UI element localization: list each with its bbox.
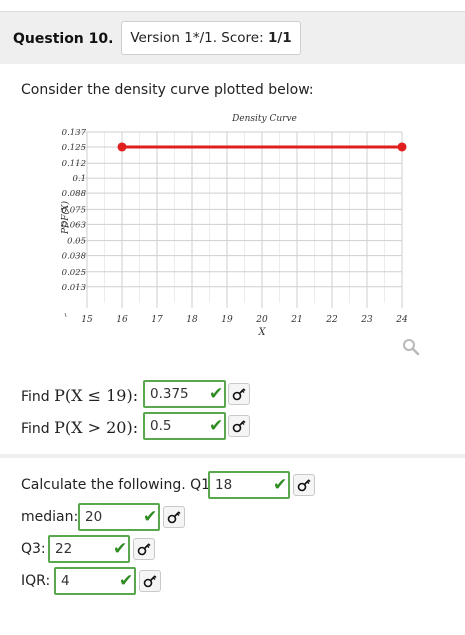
key-icon[interactable] bbox=[139, 570, 161, 592]
answer-input-prob-le-19[interactable]: 0.375 bbox=[143, 380, 226, 408]
answer-input-q3[interactable]: 22 bbox=[48, 535, 130, 563]
check-icon: ✔ bbox=[143, 507, 158, 527]
x-tick-label: 18 bbox=[186, 315, 198, 325]
y-tick-label: 0.137 bbox=[62, 128, 87, 138]
section-divider bbox=[0, 454, 465, 458]
check-icon: ✔ bbox=[113, 539, 128, 559]
x-tick-label: 20 bbox=[255, 315, 268, 325]
density-endpoint-right bbox=[397, 142, 407, 152]
key-icon[interactable] bbox=[228, 415, 250, 437]
x-tick-label: 19 bbox=[221, 315, 233, 325]
check-icon: ✔ bbox=[209, 384, 224, 404]
q3-label: Q3: bbox=[21, 541, 46, 557]
y-tick-label: 0.05 bbox=[67, 237, 86, 247]
key-icon[interactable] bbox=[133, 538, 155, 560]
density-chart: 15 16 17 18 19 20 21 22 23 24 0.137 0.125 0.112 0.1 0.… bbox=[60, 114, 408, 338]
answer-input-iqr[interactable]: 4 bbox=[54, 567, 136, 595]
x-tick-label: 23 bbox=[360, 315, 373, 325]
find-prob-le-19: Find P(X ≤ 19): bbox=[21, 386, 139, 405]
density-endpoint-left bbox=[117, 142, 127, 152]
key-icon[interactable] bbox=[293, 474, 315, 496]
x-tick-label: 22 bbox=[325, 315, 338, 325]
key-icon[interactable] bbox=[163, 506, 185, 528]
y-tick-label: 0.125 bbox=[62, 143, 86, 153]
y-tick-label: 0.112 bbox=[62, 159, 86, 169]
x-axis-label: X bbox=[257, 327, 266, 338]
median-label: median: bbox=[21, 509, 79, 525]
x-tick-label: 24 bbox=[395, 315, 408, 325]
math-prob-le-19: P(X ≤ 19): bbox=[54, 386, 139, 405]
y-tick-label: 0.013 bbox=[62, 283, 86, 293]
y-tick-label: 0.038 bbox=[62, 252, 87, 262]
question-header: Question 10. Version 1*/1. Score: 1/1 bbox=[0, 11, 465, 65]
answer-input-prob-gt-20[interactable]: 0.5 bbox=[143, 412, 226, 440]
y-tick-label: 0.075 bbox=[62, 205, 86, 215]
calc-q1-label: Calculate the following. Q1: bbox=[21, 477, 215, 493]
y-tick-label: 0.1 bbox=[72, 174, 86, 184]
version-score-box: Version 1*/1. Score: 1/1 bbox=[121, 21, 301, 55]
y-axis-label: PDF(X) bbox=[60, 201, 71, 235]
axis-tick bbox=[64, 312, 67, 318]
check-icon: ✔ bbox=[119, 571, 134, 591]
math-prob-gt-20: P(X > 20): bbox=[54, 418, 139, 437]
y-tick-label: 0.088 bbox=[62, 189, 87, 199]
question-prompt: Consider the density curve plotted below… bbox=[21, 82, 314, 98]
x-tick-label: 15 bbox=[81, 315, 93, 325]
answer-input-median[interactable]: 20 bbox=[78, 503, 160, 531]
magnifier-icon[interactable] bbox=[402, 338, 420, 356]
x-tick-label: 16 bbox=[116, 315, 128, 325]
question-title: Question 10. bbox=[13, 31, 114, 47]
chart-title: Density Curve bbox=[231, 114, 297, 124]
version-text: Version 1*/1. Score: bbox=[130, 30, 268, 46]
iqr-label: IQR: bbox=[21, 573, 51, 589]
check-icon: ✔ bbox=[209, 416, 224, 436]
y-tick-label: 0.063 bbox=[62, 220, 86, 230]
score-value: 1/1 bbox=[267, 30, 292, 46]
x-tick-label: 21 bbox=[290, 315, 302, 325]
key-icon[interactable] bbox=[228, 383, 250, 405]
find-prob-gt-20: Find P(X > 20): bbox=[21, 418, 139, 437]
x-tick-label: 17 bbox=[151, 315, 163, 325]
check-icon: ✔ bbox=[273, 475, 288, 495]
y-tick-label: 0.025 bbox=[62, 268, 86, 278]
answer-input-q1[interactable]: 18 bbox=[208, 471, 290, 499]
